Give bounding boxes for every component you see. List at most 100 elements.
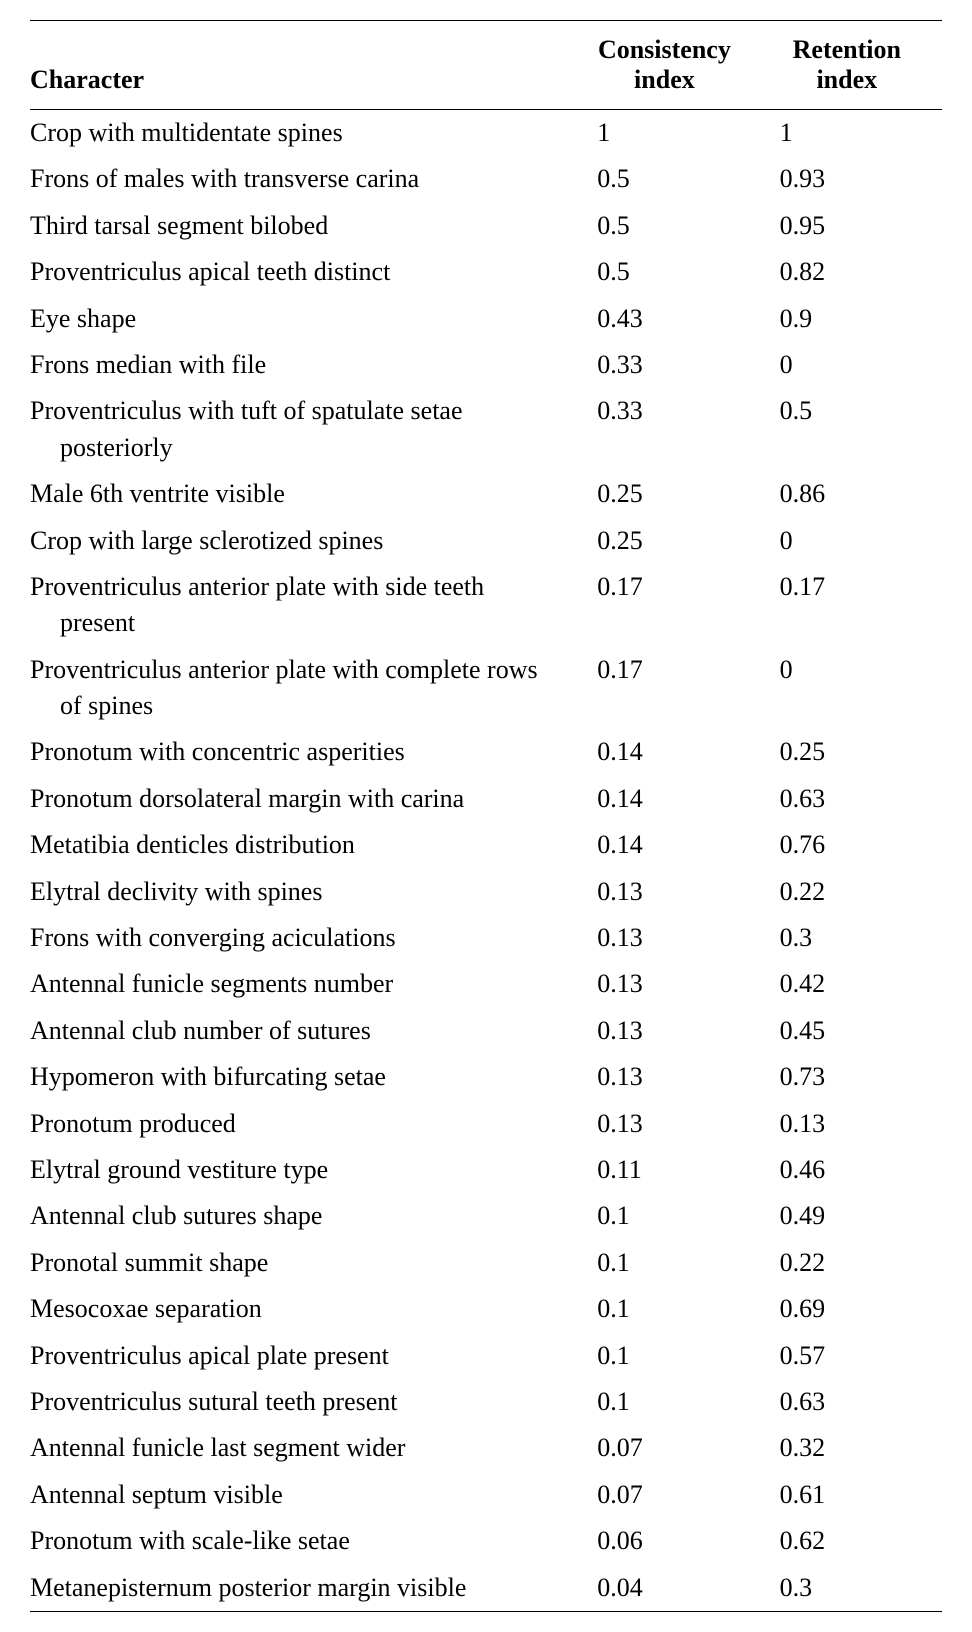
column-header-character: Character — [30, 21, 577, 110]
cell-retention-index: 0.22 — [760, 1240, 942, 1286]
table-row: Proventriculus anterior plate with side … — [30, 564, 942, 647]
cell-character: Antennal club sutures shape — [30, 1193, 577, 1239]
table-row: Pronotal summit shape0.10.22 — [30, 1240, 942, 1286]
cell-consistency-index: 0.33 — [577, 342, 759, 388]
cell-retention-index: 0.13 — [760, 1101, 942, 1147]
cell-retention-index: 0.45 — [760, 1008, 942, 1054]
cell-character: Frons of males with transverse carina — [30, 156, 577, 202]
cell-retention-index: 0.3 — [760, 1565, 942, 1612]
cell-consistency-index: 0.25 — [577, 518, 759, 564]
table-row: Pronotum dorsolateral margin with carina… — [30, 776, 942, 822]
table-row: Pronotum with scale-like setae0.060.62 — [30, 1518, 942, 1564]
cell-character: Proventriculus apical teeth distinct — [30, 249, 577, 295]
column-header-consistency-index: Consistency index — [577, 21, 759, 110]
cell-character: Pronotum with scale-like setae — [30, 1518, 577, 1564]
cell-consistency-index: 0.07 — [577, 1425, 759, 1471]
cell-character: Frons with converging aciculations — [30, 915, 577, 961]
cell-consistency-index: 0.14 — [577, 822, 759, 868]
table-row: Antennal club number of sutures0.130.45 — [30, 1008, 942, 1054]
cell-consistency-index: 0.14 — [577, 729, 759, 775]
table-row: Proventriculus apical plate present0.10.… — [30, 1333, 942, 1379]
table-row: Male 6th ventrite visible0.250.86 — [30, 471, 942, 517]
cell-retention-index: 0.22 — [760, 869, 942, 915]
cell-character: Antennal club number of sutures — [30, 1008, 577, 1054]
cell-consistency-index: 0.13 — [577, 869, 759, 915]
header-line: Retention — [760, 35, 934, 65]
cell-consistency-index: 0.17 — [577, 647, 759, 730]
cell-retention-index: 0.63 — [760, 776, 942, 822]
cell-character: Metanepisternum posterior margin visible — [30, 1565, 577, 1612]
cell-consistency-index: 0.43 — [577, 296, 759, 342]
cell-character: Proventriculus apical plate present — [30, 1333, 577, 1379]
cell-character: Antennal funicle segments number — [30, 961, 577, 1007]
cell-consistency-index: 0.13 — [577, 915, 759, 961]
table-header-row: Character Consistency index Retention in… — [30, 21, 942, 110]
cell-retention-index: 0.32 — [760, 1425, 942, 1471]
cell-retention-index: 0.69 — [760, 1286, 942, 1332]
table-row: Proventriculus sutural teeth present0.10… — [30, 1379, 942, 1425]
table-row: Hypomeron with bifurcating setae0.130.73 — [30, 1054, 942, 1100]
cell-retention-index: 0.61 — [760, 1472, 942, 1518]
cell-consistency-index: 0.33 — [577, 388, 759, 471]
table-row: Pronotum produced0.130.13 — [30, 1101, 942, 1147]
cell-character: Antennal funicle last segment wider — [30, 1425, 577, 1471]
table-row: Antennal club sutures shape0.10.49 — [30, 1193, 942, 1239]
cell-consistency-index: 0.06 — [577, 1518, 759, 1564]
cell-consistency-index: 0.17 — [577, 564, 759, 647]
table-row: Frons of males with transverse carina0.5… — [30, 156, 942, 202]
cell-character: Male 6th ventrite visible — [30, 471, 577, 517]
cell-consistency-index: 0.1 — [577, 1193, 759, 1239]
cell-consistency-index: 0.1 — [577, 1286, 759, 1332]
table-row: Elytral declivity with spines0.130.22 — [30, 869, 942, 915]
table-row: Antennal septum visible0.070.61 — [30, 1472, 942, 1518]
cell-consistency-index: 0.5 — [577, 249, 759, 295]
table-row: Frons median with file0.330 — [30, 342, 942, 388]
cell-character: Elytral declivity with spines — [30, 869, 577, 915]
cell-retention-index: 0 — [760, 647, 942, 730]
cell-consistency-index: 0.13 — [577, 1008, 759, 1054]
cell-character: Pronotum produced — [30, 1101, 577, 1147]
cell-character: Pronotum with concentric asperities — [30, 729, 577, 775]
cell-character: Third tarsal segment bilobed — [30, 203, 577, 249]
cell-retention-index: 0.42 — [760, 961, 942, 1007]
cell-retention-index: 0.62 — [760, 1518, 942, 1564]
cell-consistency-index: 0.1 — [577, 1333, 759, 1379]
table-row: Frons with converging aciculations0.130.… — [30, 915, 942, 961]
table-row: Crop with large sclerotized spines0.250 — [30, 518, 942, 564]
cell-character: Crop with large sclerotized spines — [30, 518, 577, 564]
cell-consistency-index: 0.13 — [577, 1101, 759, 1147]
cell-consistency-index: 0.25 — [577, 471, 759, 517]
cell-retention-index: 0.57 — [760, 1333, 942, 1379]
cell-consistency-index: 0.5 — [577, 203, 759, 249]
table-row: Proventriculus anterior plate with compl… — [30, 647, 942, 730]
cell-retention-index: 0.9 — [760, 296, 942, 342]
cell-character: Crop with multidentate spines — [30, 110, 577, 157]
cell-character: Mesocoxae separation — [30, 1286, 577, 1332]
table-row: Proventriculus apical teeth distinct0.50… — [30, 249, 942, 295]
cell-character: Hypomeron with bifurcating setae — [30, 1054, 577, 1100]
cell-retention-index: 0 — [760, 518, 942, 564]
table-row: Metatibia denticles distribution0.140.76 — [30, 822, 942, 868]
cell-consistency-index: 0.13 — [577, 961, 759, 1007]
table-row: Elytral ground vestiture type0.110.46 — [30, 1147, 942, 1193]
cell-retention-index: 0.63 — [760, 1379, 942, 1425]
cell-retention-index: 0 — [760, 342, 942, 388]
cell-character: Proventriculus sutural teeth present — [30, 1379, 577, 1425]
cell-retention-index: 1 — [760, 110, 942, 157]
cell-consistency-index: 0.13 — [577, 1054, 759, 1100]
cell-character: Elytral ground vestiture type — [30, 1147, 577, 1193]
cell-character: Metatibia denticles distribution — [30, 822, 577, 868]
table-row: Pronotum with concentric asperities0.140… — [30, 729, 942, 775]
cell-retention-index: 0.5 — [760, 388, 942, 471]
cell-retention-index: 0.46 — [760, 1147, 942, 1193]
cell-consistency-index: 0.1 — [577, 1379, 759, 1425]
cell-character: Eye shape — [30, 296, 577, 342]
cell-retention-index: 0.82 — [760, 249, 942, 295]
cell-character: Proventriculus anterior plate with side … — [30, 564, 577, 647]
cell-character: Proventriculus anterior plate with compl… — [30, 647, 577, 730]
cell-consistency-index: 0.5 — [577, 156, 759, 202]
cell-consistency-index: 0.07 — [577, 1472, 759, 1518]
table-row: Metanepisternum posterior margin visible… — [30, 1565, 942, 1612]
character-index-table: Character Consistency index Retention in… — [30, 20, 942, 1612]
cell-consistency-index: 1 — [577, 110, 759, 157]
